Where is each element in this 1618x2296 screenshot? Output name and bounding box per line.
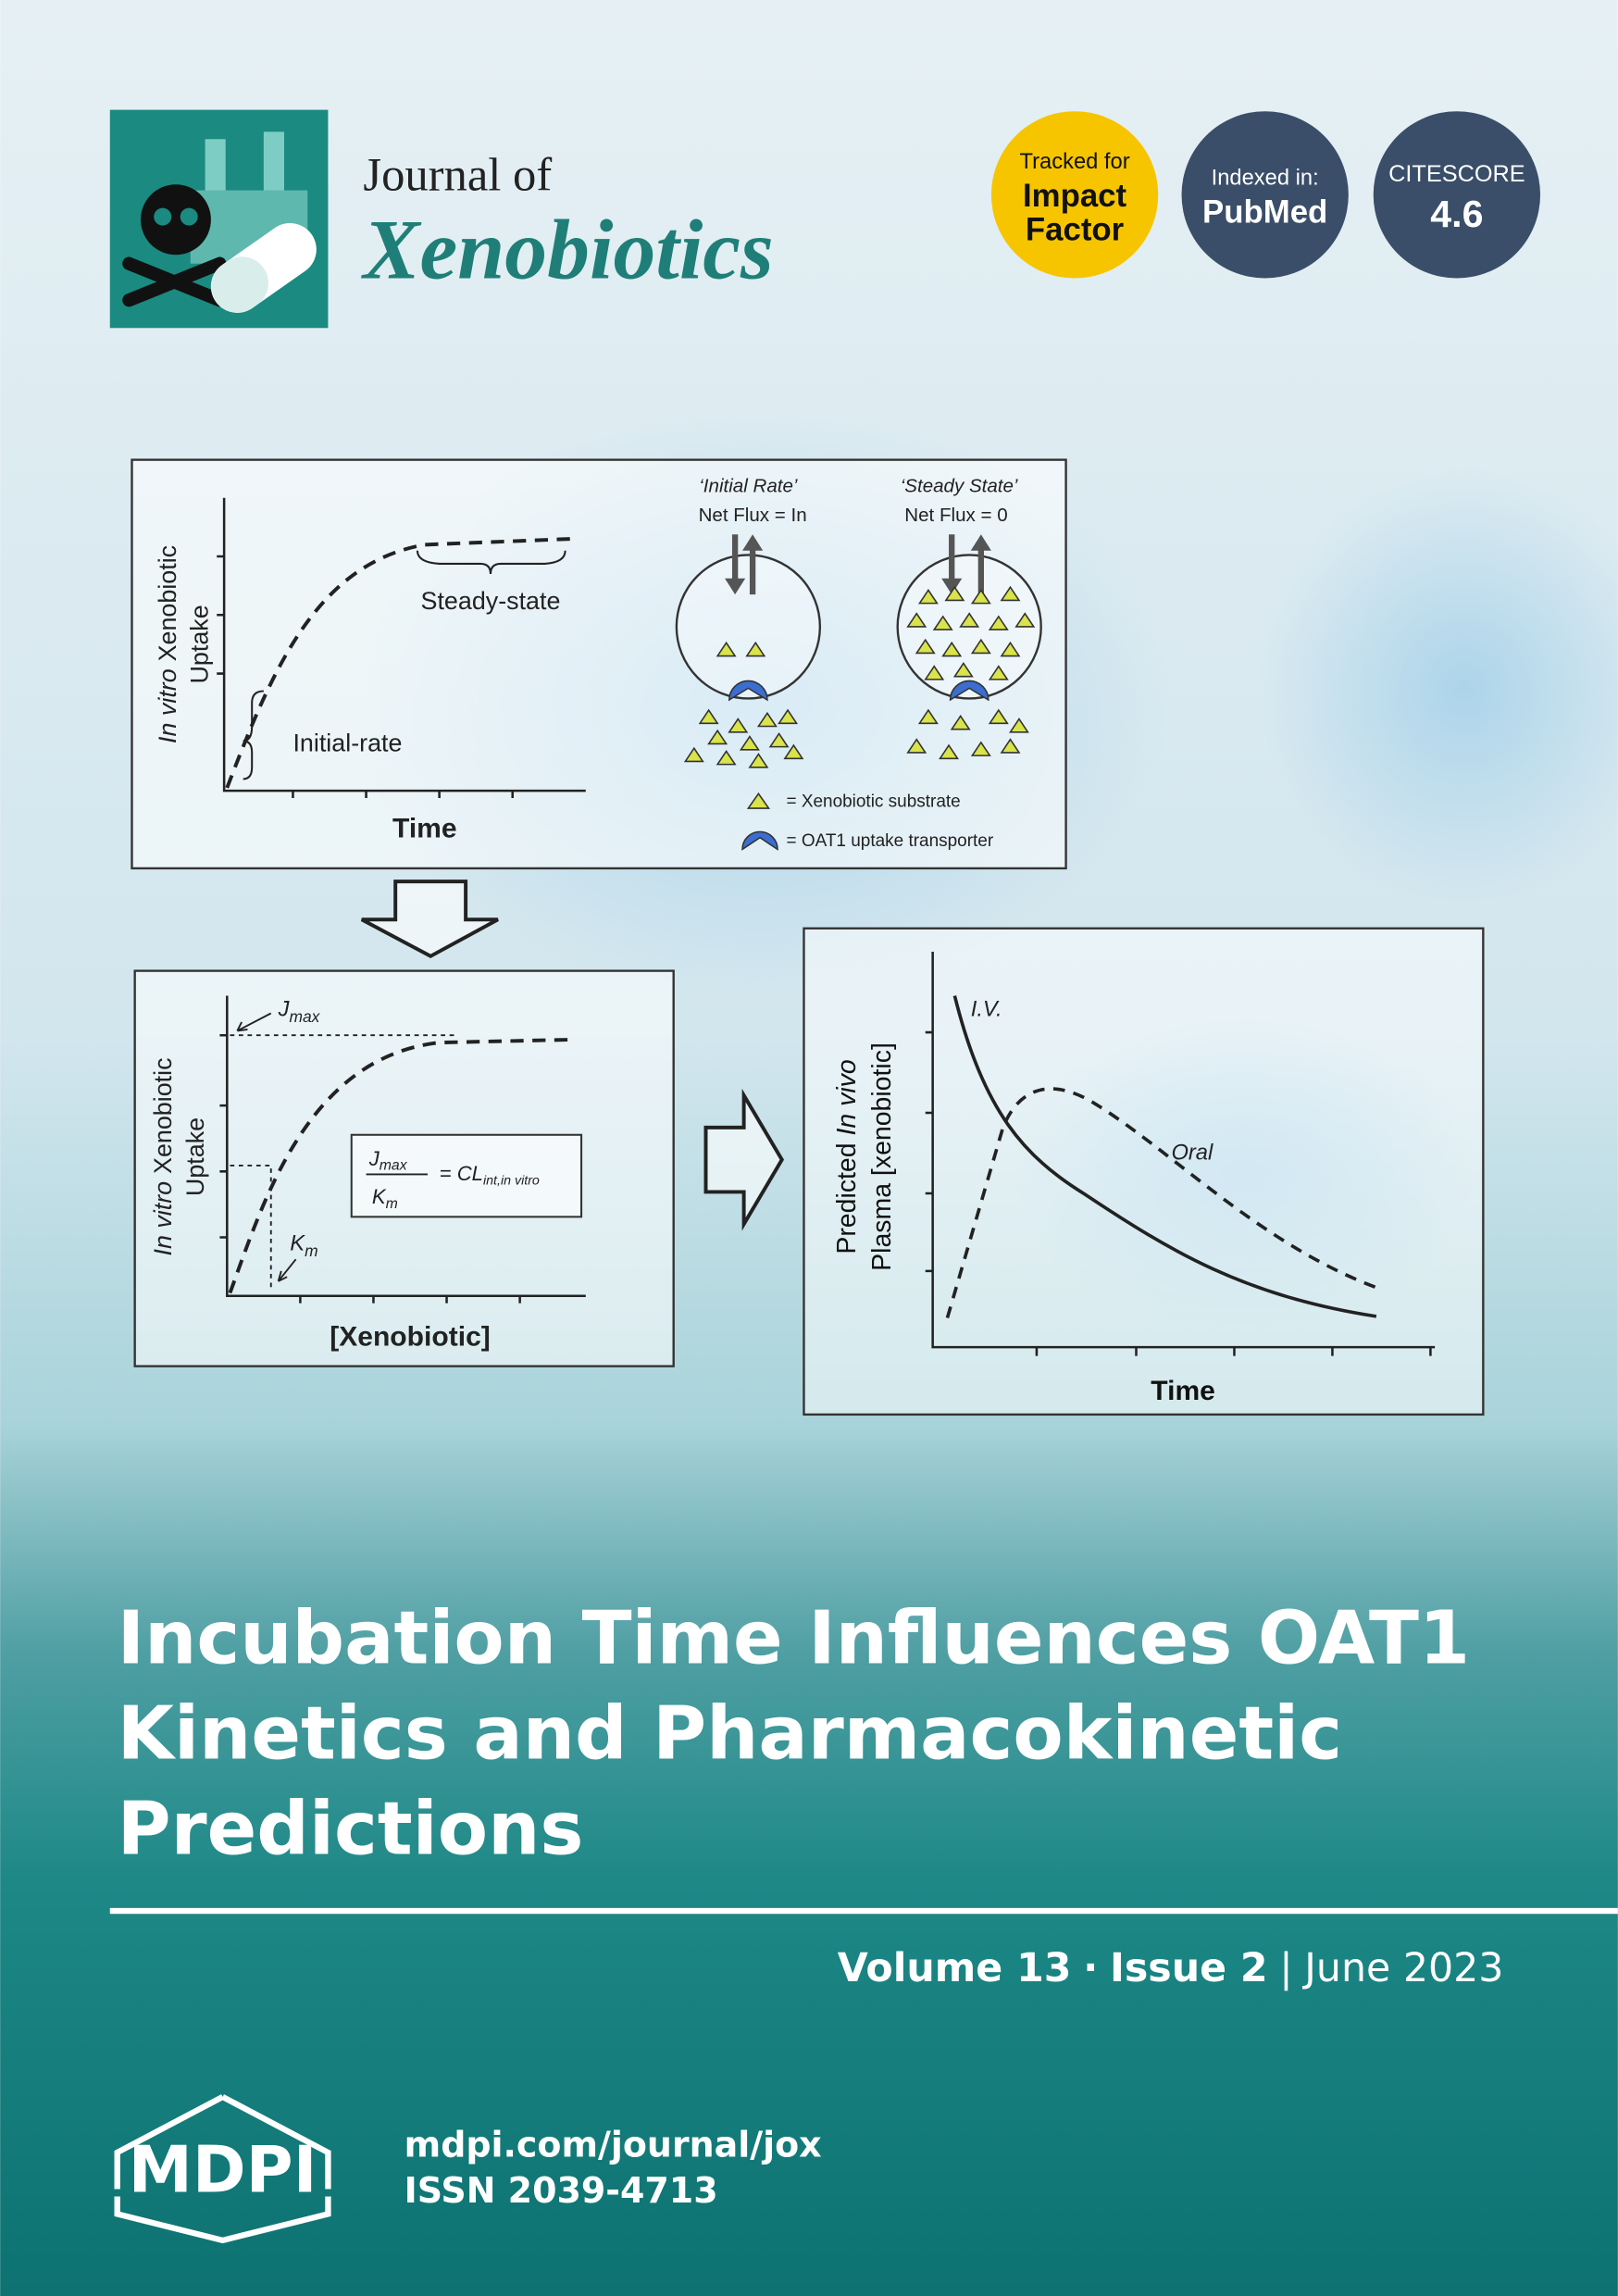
y-axis-label-rest: Predicted <box>832 1142 862 1254</box>
y-axis-label: In vitro Xenobiotic <box>149 1057 177 1255</box>
jmax-label: Jmax <box>278 998 321 1026</box>
curve-label: Oral <box>1171 1142 1214 1166</box>
badge-text: PubMed <box>1202 194 1327 230</box>
symbol: J <box>368 1147 380 1170</box>
annotation: Initial-rate <box>292 729 402 756</box>
cell-steady <box>896 534 1042 760</box>
badge-text: Impact <box>1023 179 1127 214</box>
separator: · <box>1083 1945 1098 1991</box>
figure-panel-uptake-concentration: Jmax Km Jmax Km = CLint,in vitro In vitr… <box>133 969 675 1367</box>
km-label: Km <box>290 1232 317 1260</box>
schematic-subtitle: Net Flux = 0 <box>904 505 1007 526</box>
publisher-name: MDPI <box>129 2133 317 2208</box>
subscript: m <box>386 1196 398 1212</box>
y-axis-label-italic: In vitro <box>154 668 181 743</box>
issue-number: Issue 2 <box>1110 1945 1268 1991</box>
x-axis-label: [Xenobiotic] <box>330 1322 491 1353</box>
badge-text: Factor <box>1026 212 1125 247</box>
separator: | <box>1279 1945 1292 1991</box>
legend-transporter-icon <box>741 830 778 851</box>
article-title: Incubation Time Influences OAT1 Kinetics… <box>118 1596 1470 1872</box>
journal-url: mdpi.com/journal/jox <box>404 2125 822 2165</box>
schematic-title: ‘Steady State’ <box>901 475 1018 496</box>
x-axis-label: Time <box>392 814 457 844</box>
y-axis-label: Uptake <box>181 1117 209 1196</box>
equation-denominator: Km <box>372 1185 398 1212</box>
background-glow <box>1259 468 1618 908</box>
iv-curve <box>952 995 1377 1318</box>
citescore-badge <box>1373 111 1541 279</box>
subscript: max <box>290 1007 321 1026</box>
mdpi-logo: MDPI <box>114 2094 331 2244</box>
subscript: m <box>305 1242 317 1260</box>
oral-curve <box>945 1087 1380 1318</box>
y-axis-label-italic: In vitro <box>149 1181 177 1256</box>
equation-rhs: = CLint,in vitro <box>440 1162 540 1189</box>
impact-badge <box>990 111 1159 279</box>
badge-text: CITESCORE <box>1388 161 1525 187</box>
y-axis-label-rest: Xenobiotic <box>154 545 181 662</box>
symbol: K <box>372 1185 387 1208</box>
title-line: Kinetics and Pharmacokinetic <box>118 1691 1342 1777</box>
pubmed-badge <box>1181 111 1349 279</box>
title-line: Predictions <box>118 1786 584 1871</box>
badge-text: Indexed in: <box>1212 166 1319 190</box>
schematic-title: ‘Initial Rate’ <box>699 475 798 496</box>
badge-text: Tracked for <box>1020 150 1130 174</box>
y-axis-label: Predicted In vivo <box>832 1059 862 1254</box>
badge-text: 4.6 <box>1430 193 1483 235</box>
flow-arrow-right <box>703 1088 785 1231</box>
subscript: max <box>380 1158 408 1174</box>
y-axis-label-italic: In vivo <box>832 1059 862 1135</box>
annotation: Steady-state <box>421 587 561 615</box>
equation-box <box>350 1133 583 1218</box>
journal-prefix: Journal of <box>363 149 552 201</box>
y-axis-label-rest: Xenobiotic <box>149 1057 177 1174</box>
cell-initial <box>675 534 822 768</box>
x-axis-label: Time <box>1151 1376 1215 1406</box>
flow-arrow-down <box>360 880 499 959</box>
volume: Volume 13 <box>838 1945 1072 1991</box>
badges: Tracked for Impact Factor Indexed in: Pu… <box>990 111 1541 279</box>
schematic-subtitle: Net Flux = In <box>699 505 807 526</box>
subscript: int,in vitro <box>483 1174 540 1189</box>
journal-logo <box>109 109 329 329</box>
curve-label: I.V. <box>971 998 1002 1022</box>
y-axis-label: Plasma [xenobiotic] <box>867 1042 897 1271</box>
figure-panel-plasma-time: I.V. Oral Predicted In vivo Plasma [xenob… <box>803 927 1485 1416</box>
legend-text: = OAT1 uptake transporter <box>786 831 993 851</box>
issue-date: June 2023 <box>1301 1945 1503 1991</box>
symbol: = CL <box>440 1162 483 1185</box>
legend-substrate-icon <box>746 792 771 809</box>
figure-panel-uptake-time: Steady-state Initial-rate In vitro Xenobi… <box>131 458 1067 870</box>
y-axis-label: Uptake <box>186 605 214 683</box>
equation-numerator: Jmax <box>368 1147 408 1174</box>
title-line: Incubation Time Influences OAT1 <box>118 1596 1470 1681</box>
legend-text: = Xenobiotic substrate <box>786 792 960 811</box>
issn: ISSN 2039-4713 <box>404 2170 718 2211</box>
symbol: K <box>290 1232 305 1256</box>
journal-name: Xenobiotics <box>360 203 773 297</box>
y-axis-label: In vitro Xenobiotic <box>154 545 181 743</box>
symbol: J <box>278 998 291 1022</box>
issue-line: Volume 13 · Issue 2 | June 2023 <box>838 1945 1504 1991</box>
